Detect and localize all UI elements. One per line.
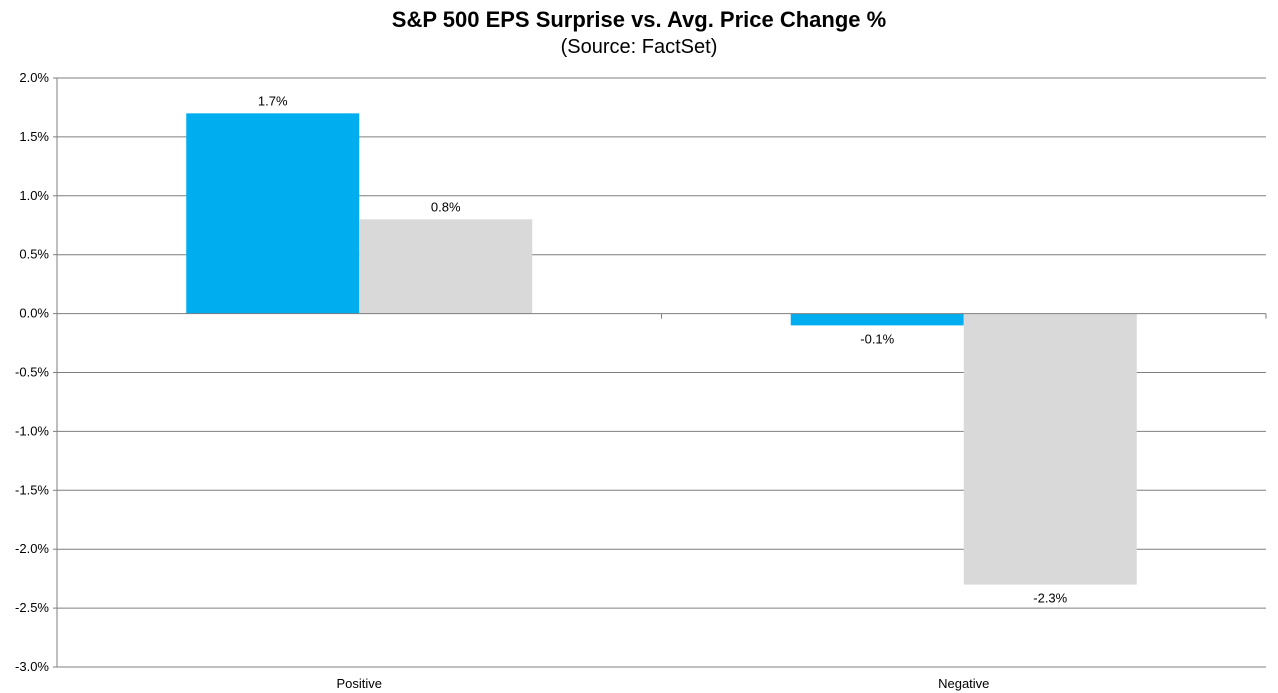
y-tick-label: 0.5% [19, 247, 49, 262]
y-tick-label: 2.0% [19, 70, 49, 85]
bars [186, 113, 1137, 585]
bar-negative-series-2 [963, 313, 1137, 585]
y-tick-label: -1.0% [15, 423, 49, 438]
bar-positive-series-1 [186, 113, 360, 314]
x-category-label: Negative [938, 676, 989, 691]
x-category-label: Positive [336, 676, 382, 691]
data-label: 0.8% [431, 199, 461, 214]
labels: 2.0% 1.5% 1.0% 0.5% 0.0% -0.5% -1.0% -1.5% -2.0%… [15, 70, 1068, 691]
data-label: -2.3% [1033, 591, 1067, 606]
data-label: 1.7% [258, 93, 288, 108]
y-tick-label: 1.0% [19, 188, 49, 203]
bar-negative-series-1 [790, 313, 964, 326]
y-tick-label: -2.5% [15, 600, 49, 615]
axes [53, 77, 1267, 668]
y-tick-label: 1.5% [19, 129, 49, 144]
y-tick-label: 0.0% [19, 306, 49, 321]
data-label: -0.1% [860, 331, 894, 346]
chart-title-block: S&P 500 EPS Surprise vs. Avg. Price Chan… [0, 6, 1278, 60]
y-tick-label: -0.5% [15, 365, 49, 380]
y-tick-label: -3.0% [15, 659, 49, 674]
chart-subtitle: (Source: FactSet) [560, 36, 718, 58]
chart-title: S&P 500 EPS Surprise vs. Avg. Price Chan… [391, 7, 887, 32]
y-tick-label: -1.5% [15, 482, 49, 497]
bar-positive-series-2 [359, 219, 533, 314]
y-tick-label: -2.0% [15, 541, 49, 556]
